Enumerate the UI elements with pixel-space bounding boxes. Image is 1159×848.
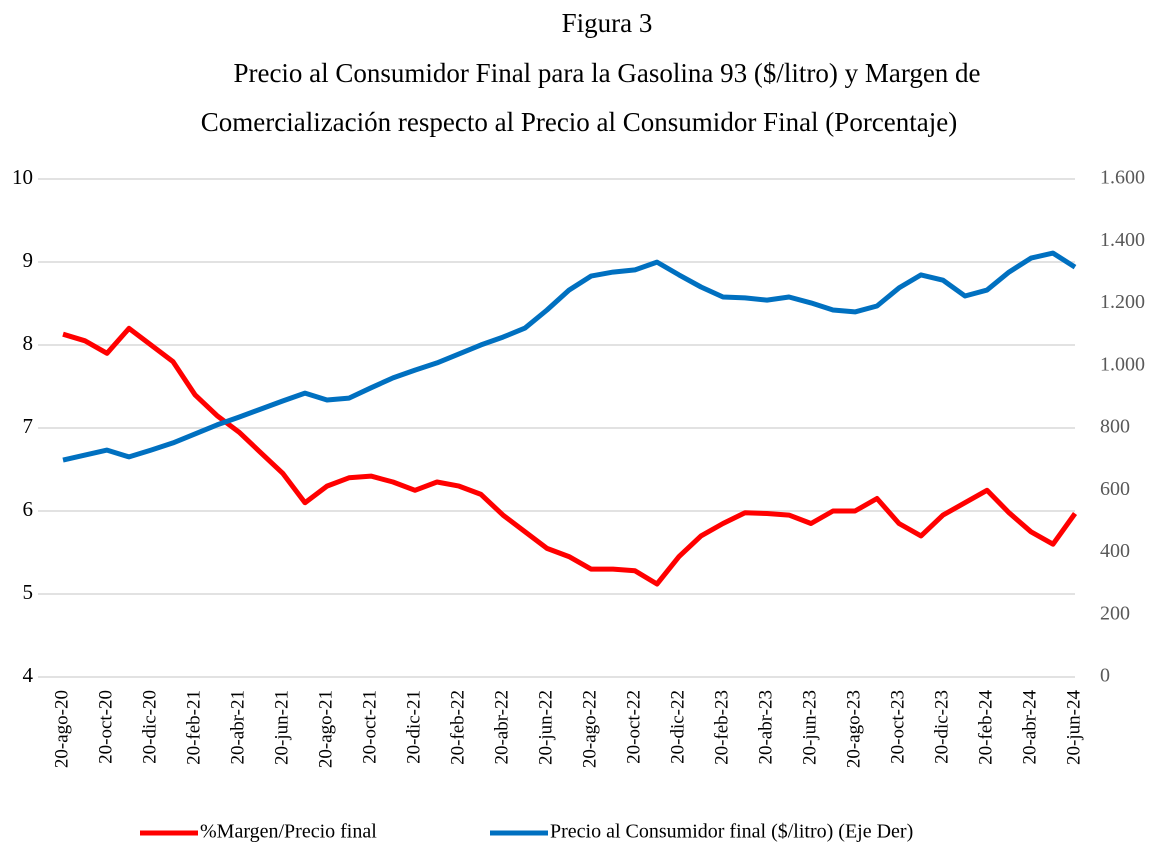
y-tick-label: 8	[23, 331, 34, 355]
x-tick-label: 20-jun-21	[271, 690, 292, 765]
x-tick-label: 20-ago-22	[579, 690, 600, 768]
x-tick-label: 20-dic-23	[931, 690, 952, 764]
y2-tick-label: 1.600	[1100, 167, 1145, 189]
x-tick-label: 20-feb-24	[975, 690, 996, 765]
y2-tick-label: 1.000	[1100, 353, 1145, 375]
x-tick-label: 20-abr-22	[491, 690, 512, 765]
x-tick-label: 20-dic-21	[403, 690, 424, 764]
x-tick-label: 20-abr-24	[1019, 690, 1040, 765]
y-tick-label: 10	[12, 165, 33, 189]
x-tick-label: 20-jun-24	[1063, 690, 1084, 765]
y2-tick-label: 800	[1100, 416, 1130, 438]
x-tick-label: 20-jun-23	[799, 690, 820, 765]
legend-label: Precio al Consumidor final ($/litro) (Ej…	[550, 821, 913, 843]
y-tick-label: 6	[23, 497, 34, 521]
y2-tick-label: 1.200	[1100, 291, 1145, 313]
y-tick-label: 7	[23, 414, 34, 438]
x-tick-label: 20-abr-21	[227, 690, 248, 765]
chart-subtitle: Precio al Consumidor Final para la Gasol…	[233, 58, 980, 88]
legend-label: %Margen/Precio final	[200, 821, 377, 843]
x-tick-label: 20-dic-20	[139, 690, 160, 764]
y2-tick-label: 600	[1100, 478, 1130, 500]
x-tick-label: 20-oct-21	[359, 690, 380, 764]
chart-subtitle: Comercialización respecto al Precio al C…	[201, 107, 958, 137]
x-tick-label: 20-oct-23	[887, 690, 908, 764]
x-tick-label: 20-feb-21	[183, 690, 204, 765]
x-tick-label: 20-jun-22	[535, 690, 556, 765]
y2-tick-label: 200	[1100, 602, 1130, 624]
y-tick-label: 5	[23, 580, 34, 604]
series-line	[62, 250, 1077, 463]
y2-tick-label: 0	[1100, 665, 1110, 687]
x-tick-label: 20-dic-22	[667, 690, 688, 764]
x-tick-label: 20-ago-23	[843, 690, 864, 768]
x-tick-label: 20-ago-20	[51, 690, 72, 768]
y-tick-label: 4	[23, 663, 34, 687]
chart-title: Figura 3	[562, 8, 653, 38]
x-tick-label: 20-ago-21	[315, 690, 336, 768]
x-tick-label: 20-oct-22	[623, 690, 644, 764]
x-tick-label: 20-feb-23	[711, 690, 732, 765]
series-line	[62, 325, 1078, 587]
y2-tick-label: 1.400	[1100, 229, 1145, 251]
y-tick-label: 9	[23, 248, 34, 272]
x-tick-label: 20-oct-20	[95, 690, 116, 764]
y2-tick-label: 400	[1100, 540, 1130, 562]
x-tick-label: 20-abr-23	[755, 690, 776, 765]
x-tick-label: 20-feb-22	[447, 690, 468, 765]
